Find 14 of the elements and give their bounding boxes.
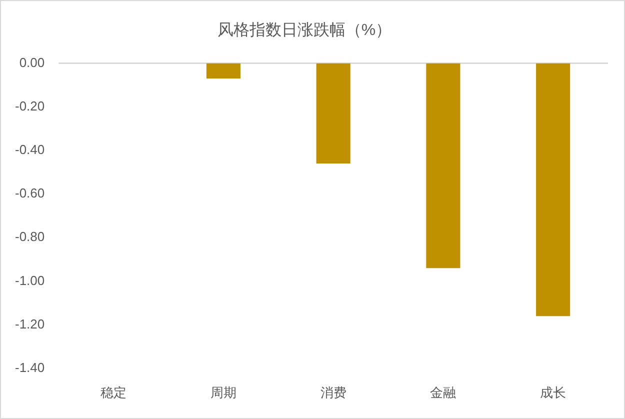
y-tick-label: -0.60 — [14, 186, 45, 201]
y-tick-label: -0.80 — [14, 229, 45, 244]
y-tick-label: 0.00 — [19, 54, 45, 70]
x-tick-label: 消费 — [320, 384, 346, 400]
y-tick-label: -0.20 — [14, 98, 45, 114]
y-tick-label: -0.40 — [14, 142, 45, 157]
y-tick-label: -1.00 — [14, 272, 45, 288]
y-tick-label: -1.20 — [14, 316, 45, 332]
x-tick-label: 成长 — [540, 384, 566, 400]
y-tick-label: -1.40 — [14, 360, 45, 375]
x-tick-label: 周期 — [210, 384, 236, 400]
x-tick-label: 金融 — [430, 384, 456, 400]
x-tick-label: 稳定 — [100, 384, 127, 400]
chart-title: 风格指数日涨跌幅（%） — [217, 21, 392, 40]
